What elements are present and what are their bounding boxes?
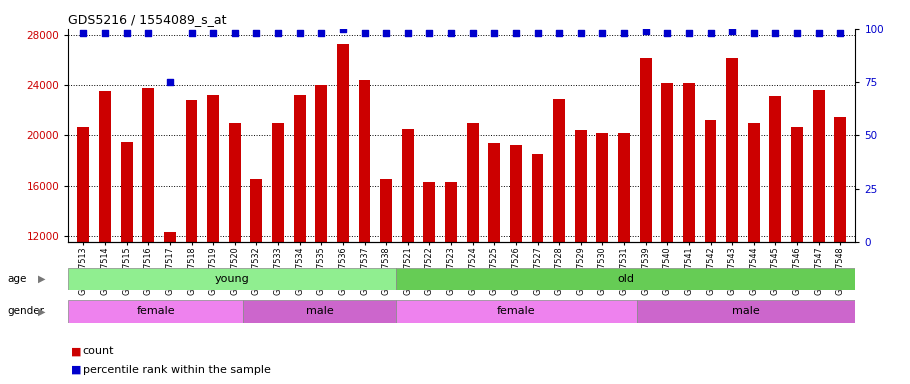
Bar (834, 117, 846, 242)
Text: ■: ■ (71, 365, 82, 375)
Bar (640, 58, 652, 242)
Text: old: old (617, 274, 634, 284)
Bar (207, 95, 219, 242)
Bar (272, 123, 284, 242)
Bar (142, 88, 154, 242)
Bar (510, 146, 521, 242)
Bar (68, 268, 396, 290)
Bar (791, 127, 803, 242)
Text: ▶: ▶ (38, 274, 46, 284)
Point (184, 30, 198, 36)
Text: gender: gender (7, 306, 45, 316)
Point (379, 30, 393, 36)
Bar (77, 127, 89, 242)
Bar (396, 300, 637, 323)
Point (509, 30, 523, 36)
Point (163, 79, 177, 85)
Point (314, 30, 329, 36)
Point (444, 30, 459, 36)
Bar (748, 123, 760, 242)
Text: male: male (733, 306, 760, 316)
Point (119, 30, 134, 36)
Point (358, 30, 372, 36)
Text: percentile rank within the sample: percentile rank within the sample (83, 365, 270, 375)
Point (336, 26, 350, 32)
Point (790, 30, 804, 36)
Bar (813, 90, 824, 242)
Bar (380, 179, 392, 242)
Bar (467, 123, 479, 242)
Point (206, 30, 220, 36)
Bar (423, 182, 435, 242)
Text: count: count (83, 346, 115, 356)
Point (833, 30, 847, 36)
Bar (531, 154, 543, 242)
Point (725, 28, 740, 34)
Bar (337, 44, 349, 242)
Point (551, 30, 566, 36)
Point (141, 30, 156, 36)
Bar (682, 83, 695, 242)
Point (573, 30, 588, 36)
Point (595, 30, 610, 36)
Point (812, 30, 826, 36)
Bar (294, 95, 306, 242)
Text: young: young (215, 274, 249, 284)
Point (638, 28, 652, 34)
Bar (445, 182, 457, 242)
Point (249, 30, 264, 36)
Point (682, 30, 696, 36)
Bar (68, 300, 243, 323)
Bar (164, 232, 176, 242)
Text: female: female (136, 306, 175, 316)
Bar (121, 142, 133, 242)
Point (768, 30, 783, 36)
Point (97, 30, 112, 36)
Point (271, 30, 286, 36)
Point (660, 30, 674, 36)
Bar (359, 80, 370, 242)
Bar (99, 91, 111, 242)
Point (76, 30, 91, 36)
Bar (250, 179, 262, 242)
Bar (575, 130, 587, 242)
Bar (396, 268, 855, 290)
Bar (704, 120, 716, 242)
Text: ▶: ▶ (38, 306, 46, 316)
Text: age: age (7, 274, 26, 284)
Bar (489, 143, 500, 242)
Text: GDS5216 / 1554089_s_at: GDS5216 / 1554089_s_at (68, 13, 227, 26)
Bar (637, 300, 855, 323)
Point (487, 30, 501, 36)
Text: female: female (497, 306, 536, 316)
Point (228, 30, 242, 36)
Bar (726, 58, 738, 242)
Point (531, 30, 545, 36)
Bar (662, 83, 673, 242)
Bar (186, 100, 197, 242)
Point (465, 30, 480, 36)
Point (746, 30, 761, 36)
Text: ■: ■ (71, 346, 82, 356)
Point (617, 30, 632, 36)
Bar (228, 123, 241, 242)
Bar (553, 99, 565, 242)
Bar (770, 96, 782, 242)
Point (292, 30, 307, 36)
Bar (402, 129, 414, 242)
Bar (243, 300, 396, 323)
Point (400, 30, 415, 36)
Point (422, 30, 437, 36)
Text: male: male (306, 306, 334, 316)
Point (703, 30, 718, 36)
Bar (618, 133, 630, 242)
Bar (316, 85, 328, 242)
Bar (596, 133, 608, 242)
